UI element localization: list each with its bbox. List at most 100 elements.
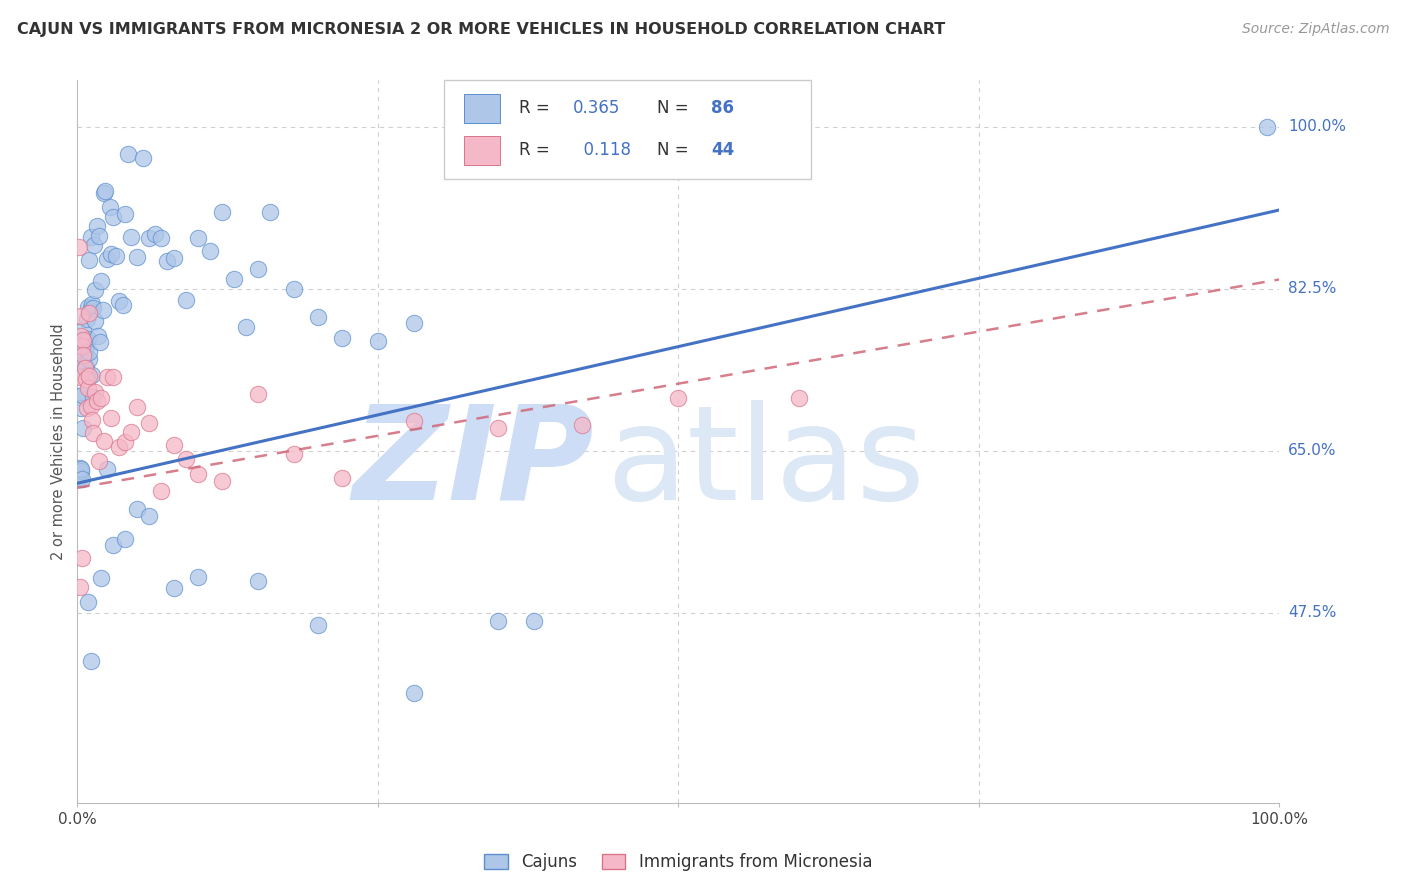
Point: [79, 345, 101, 359]
Point: [70, 551, 93, 566]
Point: [283, 447, 305, 461]
Point: [138, 416, 160, 430]
Point: [127, 401, 149, 415]
Point: [330, 471, 353, 485]
Point: [307, 310, 329, 324]
Point: [86, 219, 108, 233]
Text: 0.118: 0.118: [572, 141, 631, 160]
Point: [79, 369, 101, 384]
Point: [198, 244, 221, 258]
Point: [96, 369, 118, 384]
Point: [668, 391, 690, 405]
Point: [98, 200, 121, 214]
Point: [111, 297, 134, 311]
Point: [246, 262, 269, 277]
Point: [402, 414, 425, 428]
Point: [79, 301, 101, 315]
Point: [77, 332, 100, 346]
Point: [114, 533, 136, 547]
Point: [90, 391, 112, 405]
Point: [72, 420, 94, 434]
Point: [79, 654, 101, 668]
Point: [93, 434, 115, 449]
Point: [787, 391, 810, 405]
Point: [246, 387, 269, 401]
Point: [70, 401, 93, 415]
Text: CAJUN VS IMMIGRANTS FROM MICRONESIA 2 OR MORE VEHICLES IN HOUSEHOLD CORRELATION : CAJUN VS IMMIGRANTS FROM MICRONESIA 2 OR…: [17, 22, 945, 37]
Point: [96, 462, 118, 476]
Text: 0.365: 0.365: [572, 100, 620, 118]
Point: [114, 434, 136, 449]
Point: [76, 368, 98, 382]
Point: [76, 312, 98, 326]
Point: [80, 368, 103, 382]
Text: ZIP: ZIP: [353, 400, 595, 526]
Text: N =: N =: [657, 141, 693, 160]
Point: [96, 252, 118, 267]
Point: [87, 229, 110, 244]
Text: R =: R =: [519, 100, 554, 118]
Point: [79, 252, 101, 267]
Point: [108, 440, 131, 454]
Point: [82, 301, 104, 316]
Text: 47.5%: 47.5%: [1288, 606, 1336, 621]
Point: [70, 309, 93, 323]
Point: [156, 254, 179, 268]
Point: [77, 595, 100, 609]
Point: [100, 246, 122, 260]
Point: [93, 186, 115, 200]
Point: [162, 438, 184, 452]
Point: [69, 580, 91, 594]
Point: [69, 461, 91, 475]
Point: [103, 369, 125, 384]
Text: 100.0%: 100.0%: [1288, 120, 1346, 134]
Point: [75, 372, 97, 386]
Point: [138, 231, 160, 245]
Point: [75, 333, 97, 347]
Point: [67, 240, 90, 254]
Point: [76, 401, 98, 415]
Point: [486, 614, 509, 628]
Point: [73, 342, 96, 356]
Point: [84, 314, 107, 328]
Point: [523, 615, 546, 629]
Point: [87, 453, 110, 467]
Point: [283, 282, 305, 296]
Legend: Cajuns, Immigrants from Micronesia: Cajuns, Immigrants from Micronesia: [478, 847, 879, 878]
Text: R =: R =: [519, 141, 554, 160]
Point: [75, 360, 97, 375]
Text: 65.0%: 65.0%: [1288, 443, 1336, 458]
Point: [79, 400, 101, 414]
Point: [103, 210, 125, 224]
Point: [127, 501, 149, 516]
Text: 44: 44: [711, 141, 734, 160]
Point: [235, 319, 257, 334]
Y-axis label: 2 or more Vehicles in Household: 2 or more Vehicles in Household: [51, 323, 66, 560]
FancyBboxPatch shape: [464, 94, 501, 123]
Point: [84, 385, 107, 400]
Point: [70, 329, 93, 343]
Text: Source: ZipAtlas.com: Source: ZipAtlas.com: [1241, 22, 1389, 37]
Point: [330, 330, 353, 344]
Point: [104, 249, 127, 263]
Point: [186, 467, 209, 481]
Point: [73, 348, 96, 362]
Point: [174, 293, 197, 308]
Text: 82.5%: 82.5%: [1288, 281, 1336, 296]
Point: [84, 283, 107, 297]
Point: [72, 323, 94, 337]
Point: [80, 413, 103, 427]
Point: [246, 574, 269, 588]
Point: [486, 421, 509, 435]
Point: [77, 381, 100, 395]
Point: [79, 306, 101, 320]
Point: [83, 238, 105, 252]
Point: [132, 151, 155, 165]
Text: 86: 86: [711, 100, 734, 118]
Point: [162, 582, 184, 596]
Point: [307, 617, 329, 632]
Point: [89, 334, 111, 349]
Point: [100, 411, 122, 425]
Point: [82, 390, 104, 404]
Point: [91, 303, 114, 318]
